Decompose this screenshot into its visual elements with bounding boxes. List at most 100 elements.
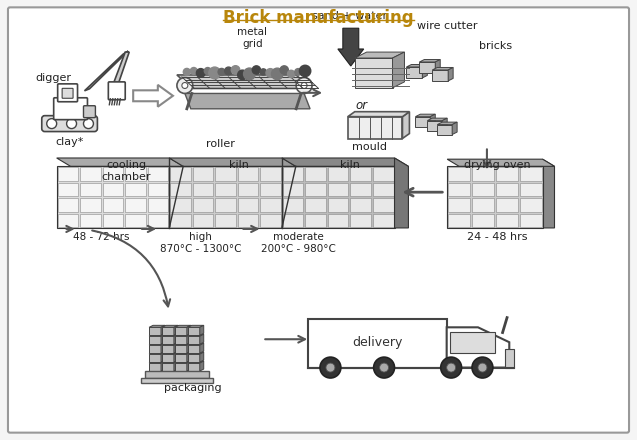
FancyBboxPatch shape <box>373 167 394 181</box>
Polygon shape <box>430 114 435 127</box>
FancyBboxPatch shape <box>175 363 187 371</box>
FancyBboxPatch shape <box>472 198 494 212</box>
Text: delivery: delivery <box>352 336 403 349</box>
Circle shape <box>296 77 312 93</box>
FancyBboxPatch shape <box>80 213 101 227</box>
FancyBboxPatch shape <box>472 183 494 196</box>
FancyBboxPatch shape <box>406 67 422 78</box>
FancyBboxPatch shape <box>162 336 174 344</box>
FancyBboxPatch shape <box>283 167 303 181</box>
Circle shape <box>183 68 190 76</box>
Circle shape <box>225 67 233 75</box>
FancyBboxPatch shape <box>350 183 371 196</box>
Polygon shape <box>149 325 165 327</box>
FancyBboxPatch shape <box>162 354 174 362</box>
Polygon shape <box>447 327 510 367</box>
Circle shape <box>209 67 220 79</box>
FancyBboxPatch shape <box>261 213 281 227</box>
FancyBboxPatch shape <box>125 198 146 212</box>
Text: kiln: kiln <box>229 160 248 170</box>
FancyBboxPatch shape <box>448 167 470 181</box>
Circle shape <box>472 357 493 378</box>
Polygon shape <box>200 325 204 335</box>
Polygon shape <box>149 352 165 354</box>
Circle shape <box>266 69 275 77</box>
Text: cooling
chamber: cooling chamber <box>101 160 151 182</box>
FancyBboxPatch shape <box>305 213 326 227</box>
FancyBboxPatch shape <box>103 183 123 196</box>
FancyBboxPatch shape <box>149 354 161 362</box>
Text: packaging: packaging <box>164 383 222 393</box>
Polygon shape <box>174 334 178 344</box>
Circle shape <box>447 363 455 372</box>
Text: roller: roller <box>206 139 235 149</box>
Polygon shape <box>452 122 457 135</box>
Text: 24 - 48 hrs: 24 - 48 hrs <box>467 232 527 242</box>
FancyBboxPatch shape <box>238 213 259 227</box>
Polygon shape <box>200 352 204 362</box>
FancyBboxPatch shape <box>148 213 168 227</box>
FancyBboxPatch shape <box>193 167 213 181</box>
Polygon shape <box>174 352 178 362</box>
Circle shape <box>47 119 57 128</box>
Text: 48 - 72 hrs: 48 - 72 hrs <box>73 232 129 242</box>
FancyBboxPatch shape <box>261 198 281 212</box>
FancyBboxPatch shape <box>103 167 123 181</box>
FancyBboxPatch shape <box>175 327 187 335</box>
Polygon shape <box>188 343 204 345</box>
Polygon shape <box>188 352 204 354</box>
Polygon shape <box>174 361 178 371</box>
FancyBboxPatch shape <box>175 336 187 344</box>
FancyBboxPatch shape <box>520 213 541 227</box>
FancyBboxPatch shape <box>215 183 236 196</box>
FancyBboxPatch shape <box>328 167 348 181</box>
FancyBboxPatch shape <box>148 167 168 181</box>
Polygon shape <box>161 325 165 335</box>
Circle shape <box>295 69 301 75</box>
Polygon shape <box>406 65 427 67</box>
FancyBboxPatch shape <box>215 167 236 181</box>
Polygon shape <box>392 52 404 88</box>
Polygon shape <box>435 59 440 73</box>
FancyBboxPatch shape <box>520 167 541 181</box>
FancyBboxPatch shape <box>305 167 326 181</box>
FancyBboxPatch shape <box>170 213 191 227</box>
Circle shape <box>287 70 295 77</box>
Polygon shape <box>174 325 178 335</box>
Polygon shape <box>149 334 165 336</box>
Polygon shape <box>175 334 191 336</box>
Circle shape <box>238 70 247 80</box>
Polygon shape <box>187 361 191 371</box>
FancyBboxPatch shape <box>125 167 146 181</box>
Polygon shape <box>174 343 178 353</box>
Circle shape <box>326 363 335 372</box>
FancyBboxPatch shape <box>54 98 87 120</box>
Circle shape <box>374 357 394 378</box>
FancyBboxPatch shape <box>148 183 168 196</box>
Polygon shape <box>187 325 191 335</box>
Text: kiln: kiln <box>340 160 360 170</box>
FancyBboxPatch shape <box>496 198 518 212</box>
Text: clay*: clay* <box>55 136 84 147</box>
FancyBboxPatch shape <box>188 363 200 371</box>
Polygon shape <box>169 158 296 166</box>
Polygon shape <box>188 325 204 327</box>
FancyBboxPatch shape <box>148 198 168 212</box>
FancyBboxPatch shape <box>283 213 303 227</box>
FancyBboxPatch shape <box>520 183 541 196</box>
FancyBboxPatch shape <box>103 213 123 227</box>
Circle shape <box>190 67 197 74</box>
Text: high
870°C - 1300°C: high 870°C - 1300°C <box>160 232 241 253</box>
Text: wire cutter: wire cutter <box>417 21 478 31</box>
Polygon shape <box>419 59 440 62</box>
FancyBboxPatch shape <box>373 198 394 212</box>
Circle shape <box>271 68 283 80</box>
FancyBboxPatch shape <box>80 183 101 196</box>
Circle shape <box>478 363 487 372</box>
FancyBboxPatch shape <box>355 58 392 88</box>
FancyBboxPatch shape <box>125 183 146 196</box>
Circle shape <box>182 83 188 88</box>
Circle shape <box>261 69 266 75</box>
Text: mould: mould <box>352 143 387 153</box>
FancyBboxPatch shape <box>62 88 73 98</box>
